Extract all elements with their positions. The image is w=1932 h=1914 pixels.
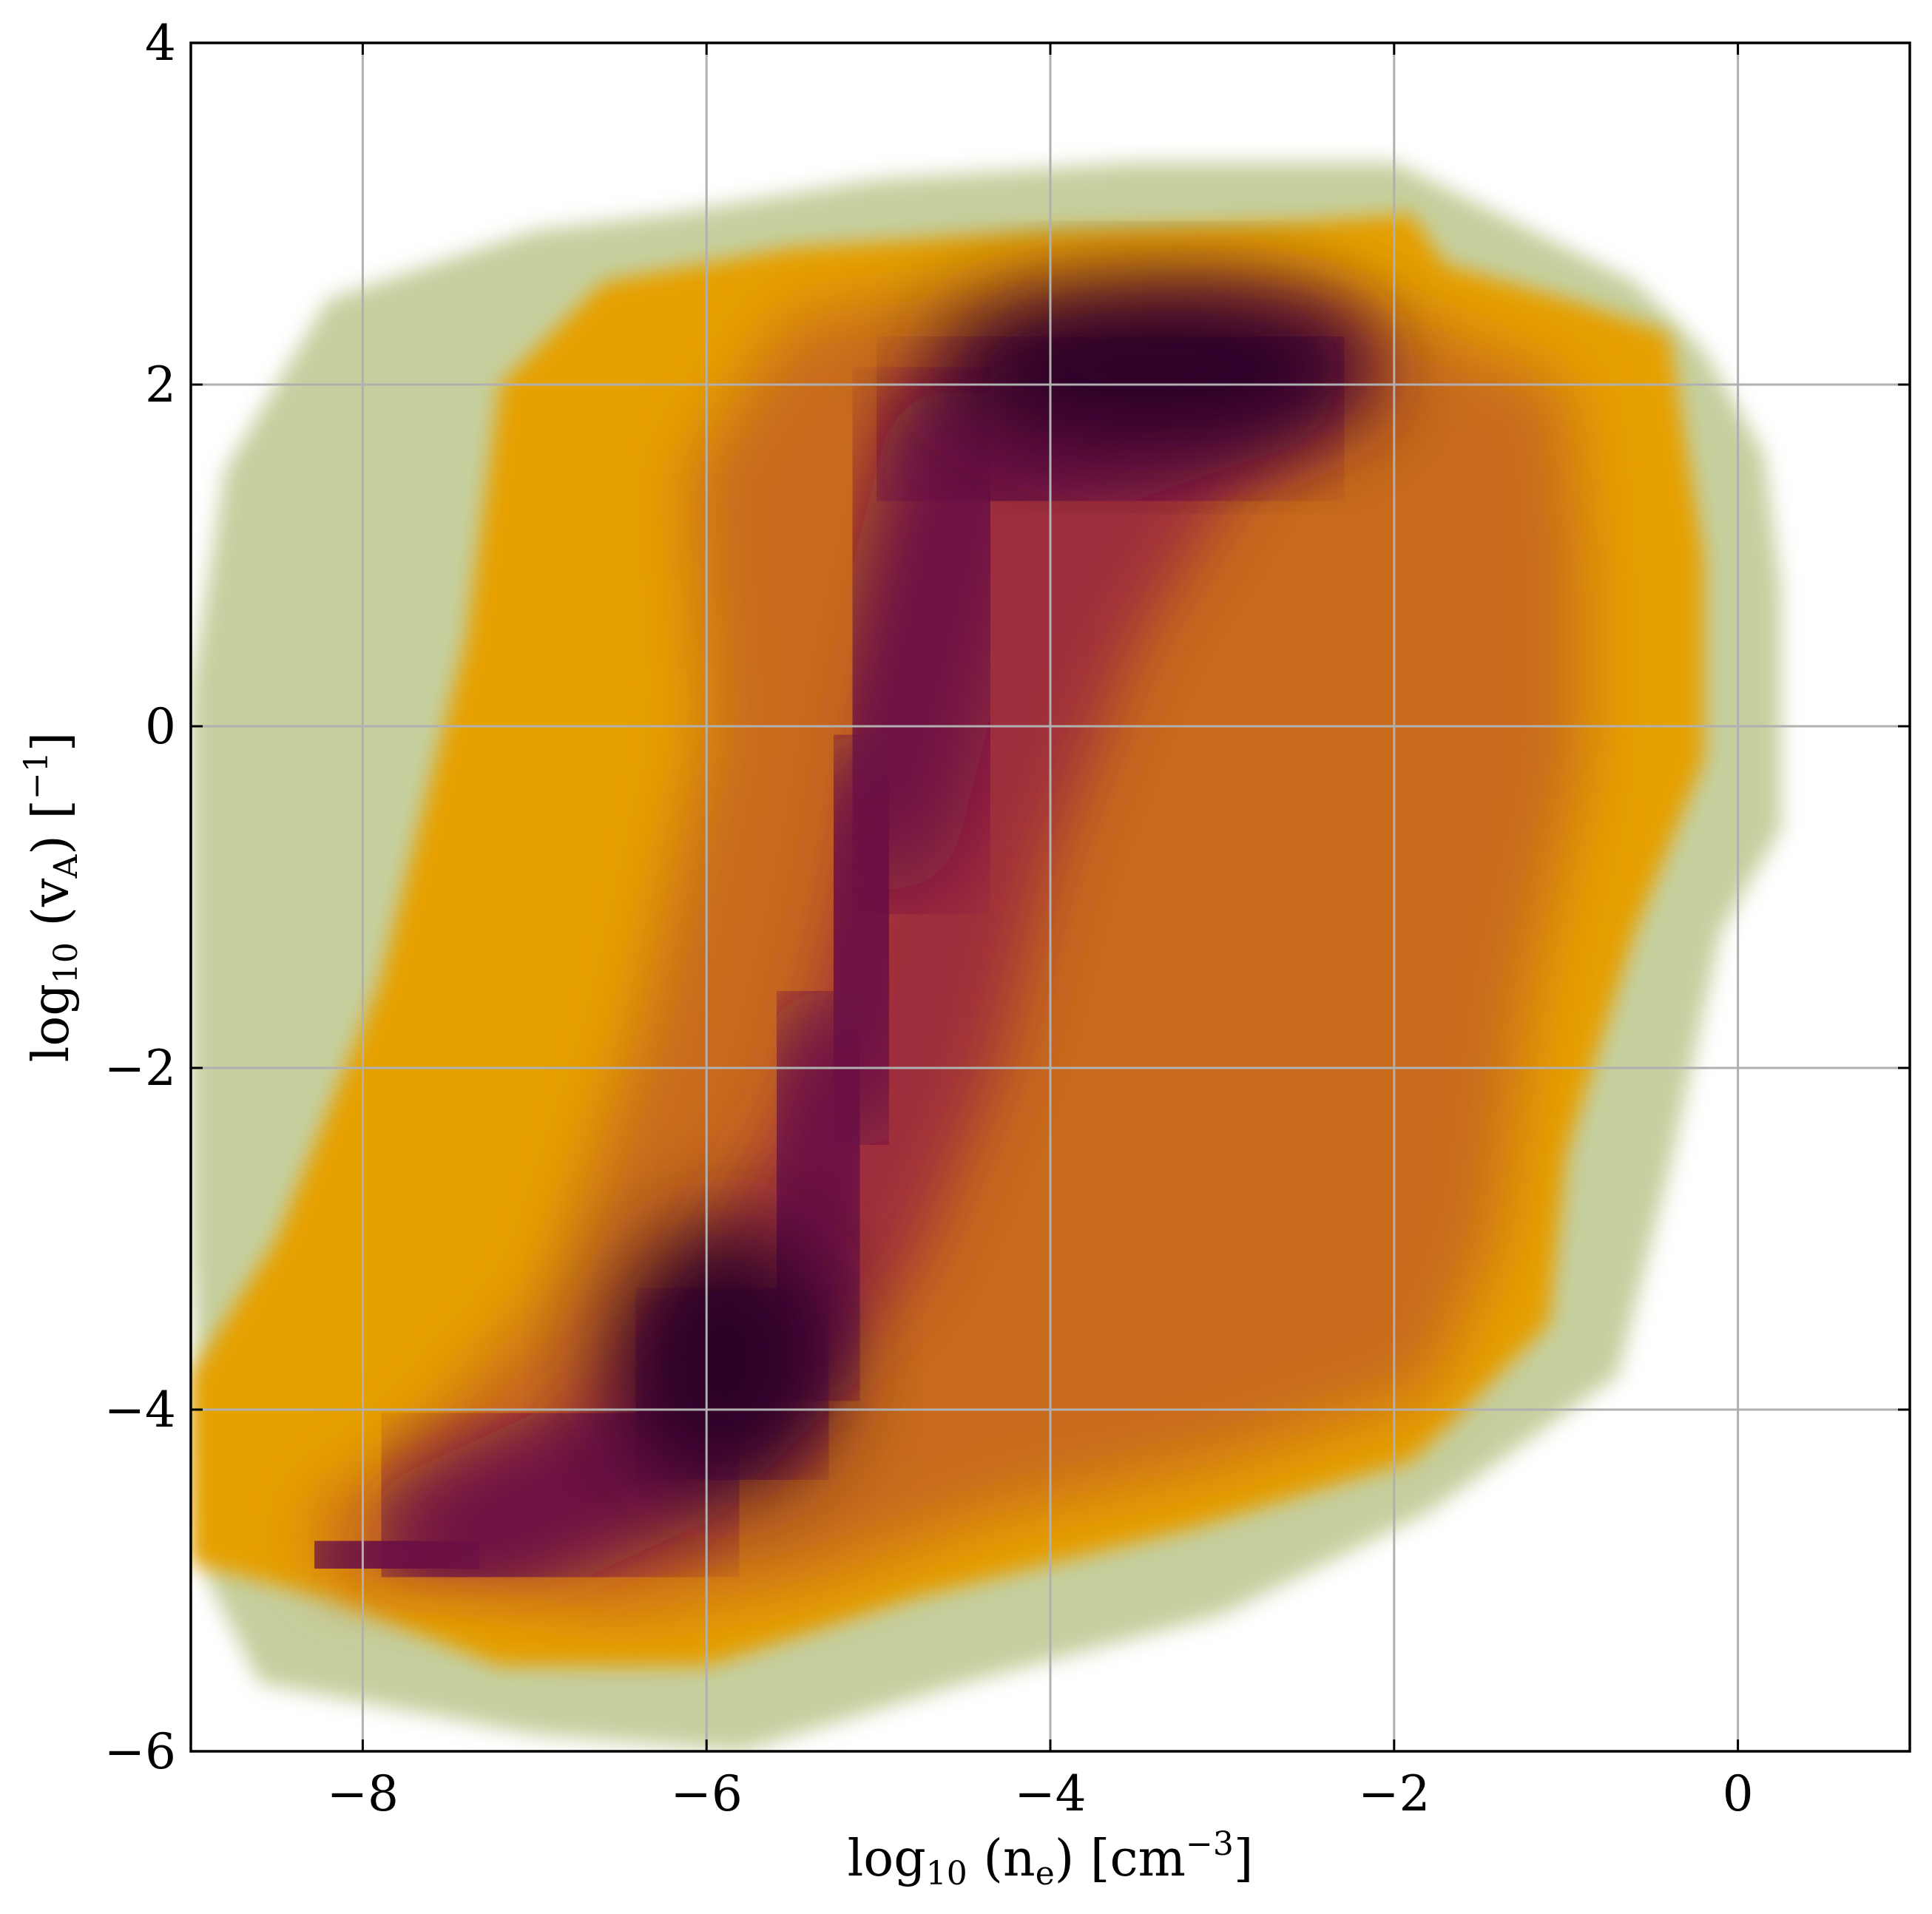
- x-tick-label: −8: [327, 1765, 399, 1822]
- y-tick-label: −6: [104, 1723, 176, 1780]
- density-ridge-segment: [260, 1461, 534, 1648]
- x-tick-label: 0: [1723, 1765, 1754, 1822]
- x-tick-label: −4: [1014, 1765, 1086, 1822]
- y-tick-label: 2: [145, 356, 176, 413]
- density-heatmap: [191, 162, 1781, 1751]
- grid-lines: [191, 43, 1910, 1751]
- x-tick-labels: −8 −6 −4 −2 0: [327, 1765, 1754, 1822]
- x-axis-label: log10 (ne) [cm−3]: [848, 1825, 1254, 1893]
- density-peak-upper: [931, 285, 1376, 449]
- y-tick-label: −4: [104, 1382, 176, 1438]
- x-tick-label: −2: [1358, 1765, 1430, 1822]
- plot-frame: [189, 41, 1911, 1753]
- y-tick-label: 4: [145, 15, 176, 72]
- density-peak-lower: [612, 1225, 835, 1492]
- y-tick-label: 0: [145, 698, 176, 755]
- y-axis-label: log10 (vA) [−1]: [18, 732, 85, 1063]
- y-tick-label: −2: [104, 1040, 176, 1097]
- y-tick-labels: −6 −4 −2 0 2 4: [104, 15, 176, 1780]
- tick-marks: [191, 41, 1910, 1753]
- x-tick-label: −6: [671, 1765, 743, 1822]
